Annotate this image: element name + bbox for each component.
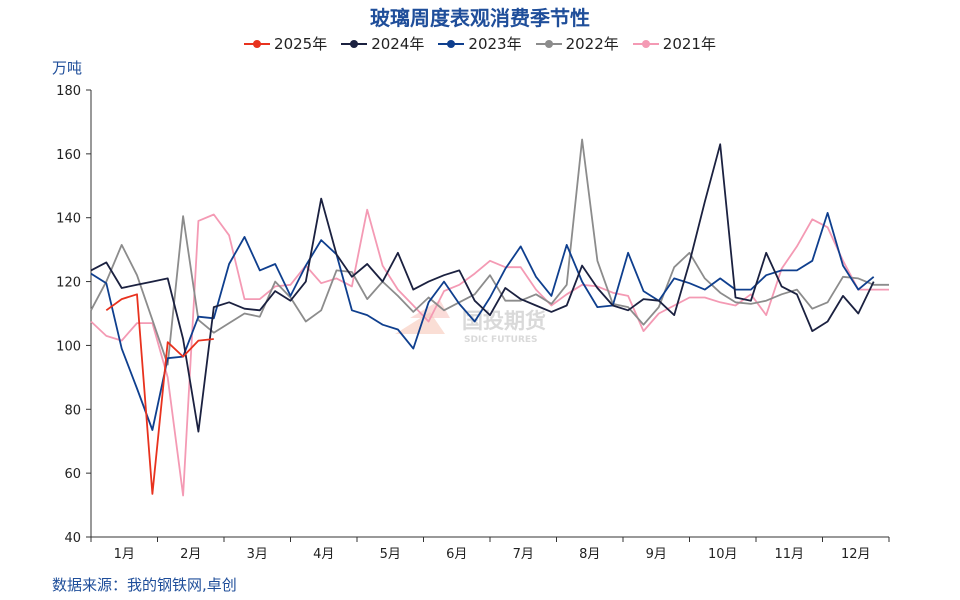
axes: 40 60 80 100 120 140 160 180 1月 2月 3月 4月 5月 6月 7月 8月 9月 1…: [56, 84, 890, 562]
x-tick-label: 12月: [841, 547, 871, 562]
x-tick-label: 11月: [774, 547, 804, 562]
x-tick-label: 8月: [579, 547, 600, 562]
y-tick-label: 100: [56, 339, 81, 354]
x-tick-label: 5月: [380, 547, 401, 562]
legend-label: 2025年: [274, 35, 328, 53]
legend-marker-icon: [438, 39, 465, 48]
legend-marker-icon: [244, 39, 271, 48]
x-tick-label: 7月: [513, 547, 534, 562]
legend-item: 2024年: [341, 33, 424, 54]
y-tick-label: 80: [64, 403, 81, 418]
series-lines: [90, 138, 889, 497]
chart-title: 玻璃周度表观消费季节性: [370, 6, 590, 30]
series-line-2021年: [90, 208, 889, 497]
legend-item: 2022年: [535, 33, 619, 54]
y-axis-unit: 万吨: [52, 59, 83, 77]
x-tick-label: 4月: [313, 547, 334, 562]
watermark-subtext: SDIC FUTURES: [464, 335, 538, 345]
legend-label: 2023年: [468, 35, 522, 53]
legend-marker-icon: [341, 39, 368, 48]
series-line-2023年: [90, 212, 875, 431]
series-line-2024年: [90, 143, 875, 433]
y-tick-label: 120: [56, 276, 81, 291]
chart-legend: 2025年 2024年 2023年 2022年 2021年: [0, 33, 960, 54]
y-tick-label: 140: [56, 212, 81, 227]
legend-item: 2023年: [438, 33, 522, 54]
series-line-2022年: [90, 138, 889, 366]
legend-label: 2022年: [565, 35, 619, 53]
x-tick-label: 10月: [708, 547, 738, 562]
y-tick-label: 160: [56, 148, 81, 163]
y-tick-label: 180: [56, 84, 81, 99]
legend-item: 2021年: [632, 33, 716, 54]
series-line-2025年: [105, 293, 214, 495]
data-source-note: 数据来源：我的钢铁网,卓创: [52, 576, 237, 594]
y-tick-label: 40: [64, 531, 81, 546]
x-tick-label: 1月: [114, 547, 135, 562]
legend-marker-icon: [535, 39, 562, 48]
legend-label: 2021年: [662, 35, 716, 53]
x-tick-label: 2月: [180, 547, 201, 562]
y-tick-label: 60: [64, 467, 81, 482]
x-tick-label: 6月: [446, 547, 467, 562]
legend-label: 2024年: [371, 35, 425, 53]
legend-marker-icon: [632, 39, 659, 48]
x-tick-label: 9月: [646, 547, 667, 562]
x-tick-label: 3月: [247, 547, 268, 562]
legend-item: 2025年: [244, 33, 327, 54]
